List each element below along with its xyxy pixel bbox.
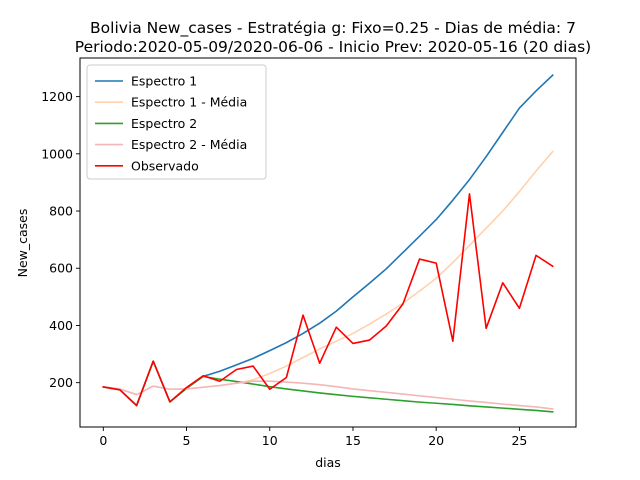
legend-label-2: Espectro 1 - Média	[131, 95, 247, 110]
legend-label-5: Observado	[131, 158, 199, 173]
legend: Espectro 1 Espectro 1 - Média Espectro 2 Es…	[86, 64, 267, 180]
y-tick-label: 200	[49, 375, 73, 390]
legend-box	[86, 64, 267, 180]
chart-title-line2: Periodo:2020-05-09/2020-06-06 - Inicio P…	[75, 38, 591, 56]
legend-label-3: Espectro 2	[131, 116, 197, 131]
x-tick-label: 20	[428, 433, 444, 448]
x-tick-label: 10	[262, 433, 278, 448]
series-line-5	[102, 193, 554, 407]
series-lines	[102, 74, 554, 413]
x-tick-label: 0	[99, 433, 107, 448]
plot-area	[79, 57, 577, 428]
series-line-4	[102, 380, 554, 410]
y-axis-label: New_cases	[15, 209, 30, 278]
y-tick-label: 600	[49, 261, 73, 276]
x-tick-label: 15	[345, 433, 361, 448]
axis-ticks: 0 5 10 15 20 25 200 400 600 800 1000 1200	[41, 89, 527, 448]
legend-label-4: Espectro 2 - Média	[131, 137, 247, 152]
x-tick-label: 5	[183, 433, 191, 448]
axes-frame	[79, 57, 577, 428]
x-axis-label: dias	[315, 455, 341, 470]
y-tick-label: 400	[49, 318, 73, 333]
y-tick-label: 1000	[41, 146, 73, 161]
y-tick-label: 1200	[41, 89, 73, 104]
legend-label-1: Espectro 1	[131, 74, 197, 89]
x-tick-label: 25	[511, 433, 527, 448]
chart-title-line1: Bolivia New_cases - Estratégia g: Fixo=0…	[90, 19, 576, 38]
y-tick-label: 800	[49, 204, 73, 219]
